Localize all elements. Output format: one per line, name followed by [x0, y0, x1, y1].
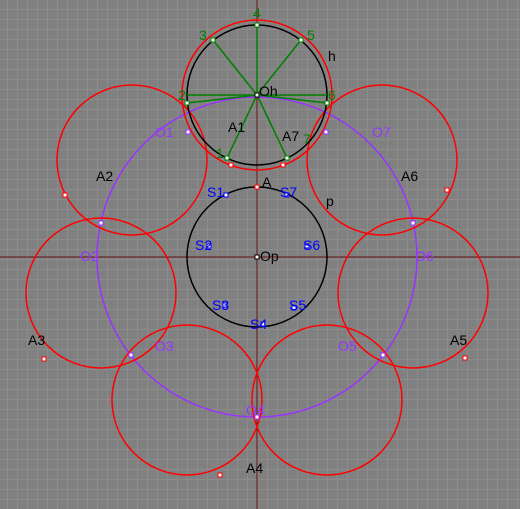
red-circle-3 — [112, 325, 262, 475]
red-circle-6 — [307, 85, 457, 235]
red-circle-4 — [252, 325, 402, 475]
diagram-canvas — [0, 0, 520, 509]
red-circle-1 — [57, 85, 207, 235]
